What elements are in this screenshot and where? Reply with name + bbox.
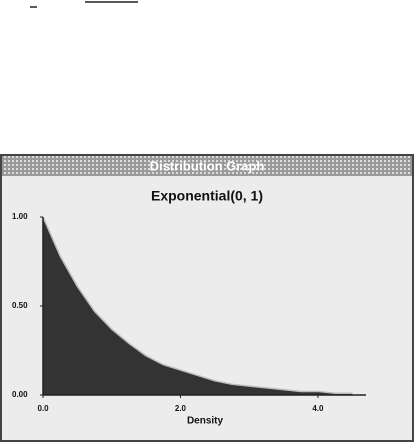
x-tick-label: 2.0: [175, 404, 187, 413]
title-bar: [2, 156, 412, 176]
x-axis-label: Density: [187, 416, 224, 427]
y-tick-label: 0.50: [12, 301, 28, 310]
window-title: Distribution Graph: [150, 158, 265, 173]
y-tick-label: 1.00: [12, 212, 28, 221]
x-tick-label: 0.0: [37, 404, 49, 413]
x-tick-label: 4.0: [312, 404, 324, 413]
curve: [42, 216, 353, 394]
y-tick-label: 0.00: [12, 390, 28, 399]
plot: 0.00 0.50 1.00 0.0 2.0 4.0: [12, 212, 366, 413]
area: [43, 217, 353, 395]
chart-title: Exponential(0, 1): [151, 188, 263, 204]
